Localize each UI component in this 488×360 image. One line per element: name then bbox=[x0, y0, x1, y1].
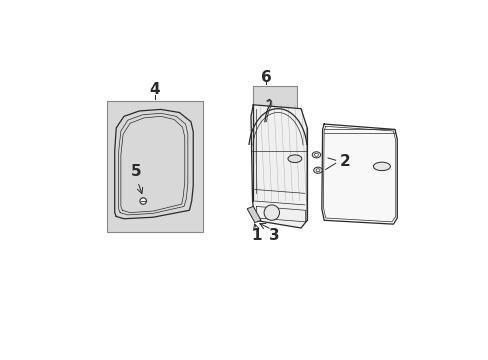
Ellipse shape bbox=[311, 152, 320, 158]
Text: 5: 5 bbox=[131, 164, 142, 179]
Circle shape bbox=[141, 199, 145, 203]
Polygon shape bbox=[246, 206, 261, 222]
Circle shape bbox=[264, 205, 279, 220]
Ellipse shape bbox=[315, 169, 319, 172]
Circle shape bbox=[140, 198, 146, 204]
Ellipse shape bbox=[287, 155, 301, 163]
Text: 1: 1 bbox=[251, 228, 261, 243]
Text: 4: 4 bbox=[149, 82, 160, 97]
Bar bbox=[107, 101, 203, 232]
Polygon shape bbox=[321, 124, 396, 224]
Ellipse shape bbox=[314, 153, 318, 156]
Bar bbox=[253, 86, 297, 126]
Ellipse shape bbox=[313, 167, 322, 173]
Polygon shape bbox=[250, 105, 306, 228]
Ellipse shape bbox=[373, 162, 389, 171]
Text: 6: 6 bbox=[261, 70, 271, 85]
Text: 2: 2 bbox=[339, 153, 349, 168]
Text: 3: 3 bbox=[268, 228, 279, 243]
